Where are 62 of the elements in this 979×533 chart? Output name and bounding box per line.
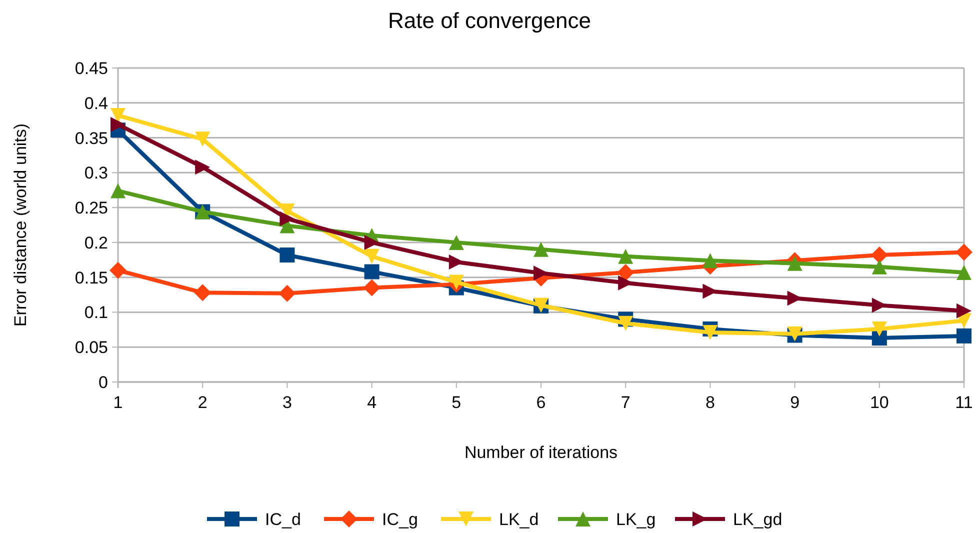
y-tick-label: 0.35 [74,128,108,148]
legend-label: LK_g [616,510,656,529]
point [110,183,126,198]
point [787,256,802,271]
point [280,248,295,263]
point [194,284,212,302]
point [956,264,972,280]
x-tick-label: 9 [790,393,800,412]
point [534,242,548,257]
point [110,117,126,132]
point [534,266,548,281]
point [872,321,887,336]
point [617,264,634,281]
point [110,262,126,279]
y-tick-label: 0.15 [74,268,108,288]
point [448,234,464,250]
y-tick-label: 0.2 [84,233,108,252]
x-tick-label: 4 [367,393,377,412]
point [364,234,380,250]
chart-title: Rate of convergence [388,8,592,33]
point [448,254,464,270]
point [618,316,634,331]
x-axis-title: Number of iterations [464,443,618,462]
x-tick-label: 2 [198,393,208,412]
point [363,279,380,296]
point [872,330,887,346]
x-tick-label: 7 [620,393,630,412]
point [364,264,380,280]
point [110,108,126,123]
point [364,248,380,264]
legend-label: LK_d [499,510,539,529]
x-tick-label: 8 [705,393,715,412]
y-tick-label: 0.1 [84,303,108,322]
y-tick-label: 0.05 [74,338,108,358]
x-tick-label: 11 [955,393,973,412]
y-tick-label: 0.25 [74,198,108,218]
legend-label: IC_d [265,510,301,529]
legend-label: IC_g [382,510,418,529]
y-axis-title: Error distance (world units) [11,123,30,327]
point [195,132,210,147]
point [956,244,972,261]
point [618,248,634,264]
point [195,160,210,175]
x-tick-label: 3 [282,393,292,412]
legend-label: LK_gd [733,510,782,529]
y-tick-label: 0.3 [84,164,108,183]
point [702,253,718,268]
point [702,324,718,340]
point [870,246,888,264]
point [448,274,464,290]
y-tick-label: 0 [98,373,108,392]
y-tick-label: 0.45 [74,59,108,78]
point [278,284,296,302]
x-tick-label: 6 [536,393,546,412]
x-tick-label: 5 [452,393,462,412]
point [872,259,887,274]
point [956,303,972,318]
point [280,211,295,226]
x-tick-label: 10 [870,393,889,412]
x-tick-label: 1 [113,393,123,412]
y-tick-label: 0.4 [84,94,108,113]
point [956,328,972,344]
